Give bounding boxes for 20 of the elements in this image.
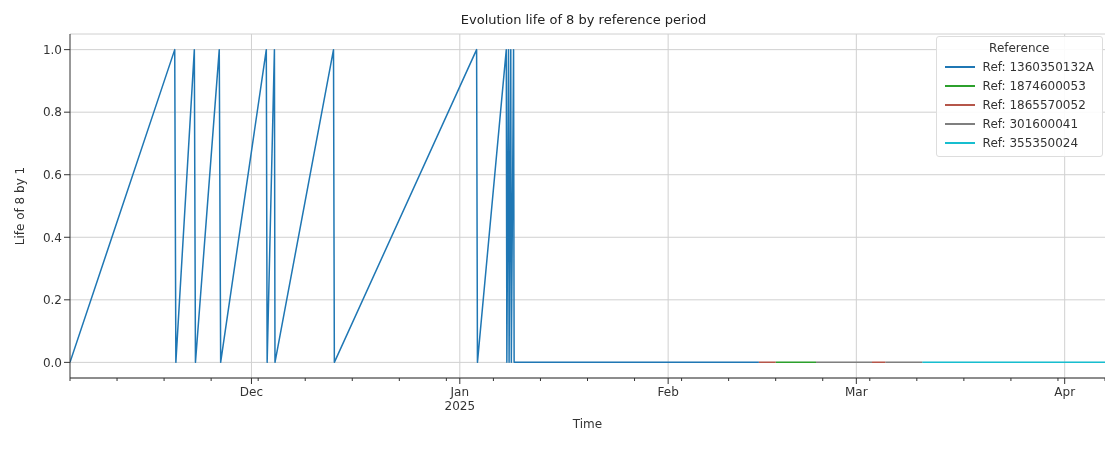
x-tick-label: Jan 2025 — [444, 385, 476, 413]
x-tick-label: Dec — [239, 385, 264, 399]
y-tick-label: 0.4 — [42, 230, 62, 245]
y-tick-label: 0.0 — [42, 355, 62, 370]
legend-label: Ref: 1874600053 — [982, 78, 1086, 93]
x-axis-title: Time — [571, 417, 603, 431]
legend-label: Ref: 301600041 — [982, 116, 1079, 131]
chart-title: Evolution life of 8 by reference period — [459, 12, 708, 27]
legend-label: Ref: 1360350132A — [982, 59, 1094, 74]
legend-label: Ref: 355350024 — [982, 135, 1079, 150]
y-tick-label: 1.0 — [42, 42, 62, 57]
x-tick-label: Mar — [845, 385, 868, 399]
legend-label: Ref: 1865570052 — [982, 97, 1086, 112]
x-tick-label: Apr — [1054, 385, 1076, 399]
y-tick-label: 0.8 — [42, 105, 62, 120]
y-tick-label: 0.2 — [42, 293, 62, 308]
x-tick-label: Feb — [657, 385, 679, 399]
y-axis-title: Life of 8 by 1 — [13, 166, 28, 246]
legend-title: Reference — [988, 41, 1051, 55]
y-tick-label: 0.6 — [42, 167, 62, 182]
